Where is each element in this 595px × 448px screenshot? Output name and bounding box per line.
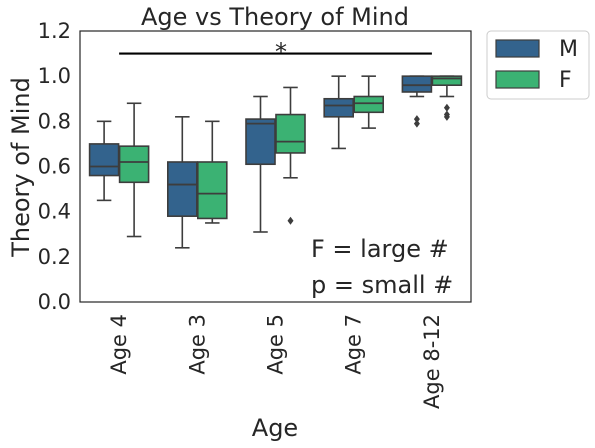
stat-f-label: F = large # <box>311 235 449 263</box>
y-tick-label: 0.8 <box>38 109 71 133</box>
box-M-4 <box>401 75 433 93</box>
y-axis-title: Theory of Mind <box>7 77 35 258</box>
box-F-4 <box>431 75 463 86</box>
x-tick-label: Age 3 <box>185 314 209 375</box>
y-tick-label: 0.4 <box>38 200 71 224</box>
box-F-0 <box>118 145 150 184</box>
outlier-point <box>413 119 420 128</box>
box-M-2 <box>245 118 276 166</box>
outlier-point <box>443 110 450 119</box>
legend-label-M: M <box>559 37 578 62</box>
x-axis-title: Age <box>252 414 298 442</box>
legend-label-F: F <box>559 68 572 93</box>
legend-swatch-F <box>495 70 540 89</box>
outlier-point <box>287 216 294 225</box>
y-tick-label: 0.0 <box>38 290 71 314</box>
box-F-2 <box>275 113 306 154</box>
box-M-1 <box>167 161 198 217</box>
y-tick-label: 0.6 <box>38 155 71 179</box>
y-tick-label: 1.0 <box>38 64 71 88</box>
plot-area: 0.0 0.2 0.4 0.6 0.8 1.0 1.2 Age 4 Age 3 Age 5 Age … <box>38 19 472 409</box>
box-F-1 <box>197 161 228 220</box>
significance-marker: * <box>275 38 287 66</box>
outlier-point <box>413 115 420 124</box>
plot-frame <box>79 30 472 303</box>
box-M-0 <box>88 143 120 177</box>
legend-swatch-M <box>495 39 540 58</box>
box-F-3 <box>353 95 385 114</box>
stat-p-label: p = small # <box>311 271 453 299</box>
outlier-point <box>443 103 450 112</box>
legend: MF <box>486 30 590 100</box>
box-M-3 <box>323 97 355 118</box>
chart-title: Age vs Theory of Mind <box>141 3 409 31</box>
x-tick-label: Age 5 <box>264 314 288 375</box>
x-tick-label: Age 7 <box>342 314 366 375</box>
x-tick-label: Age 4 <box>107 314 131 375</box>
y-tick-label: 1.2 <box>38 19 71 43</box>
y-tick-label: 0.2 <box>38 245 71 269</box>
x-tick-label: Age 8-12 <box>420 314 444 409</box>
